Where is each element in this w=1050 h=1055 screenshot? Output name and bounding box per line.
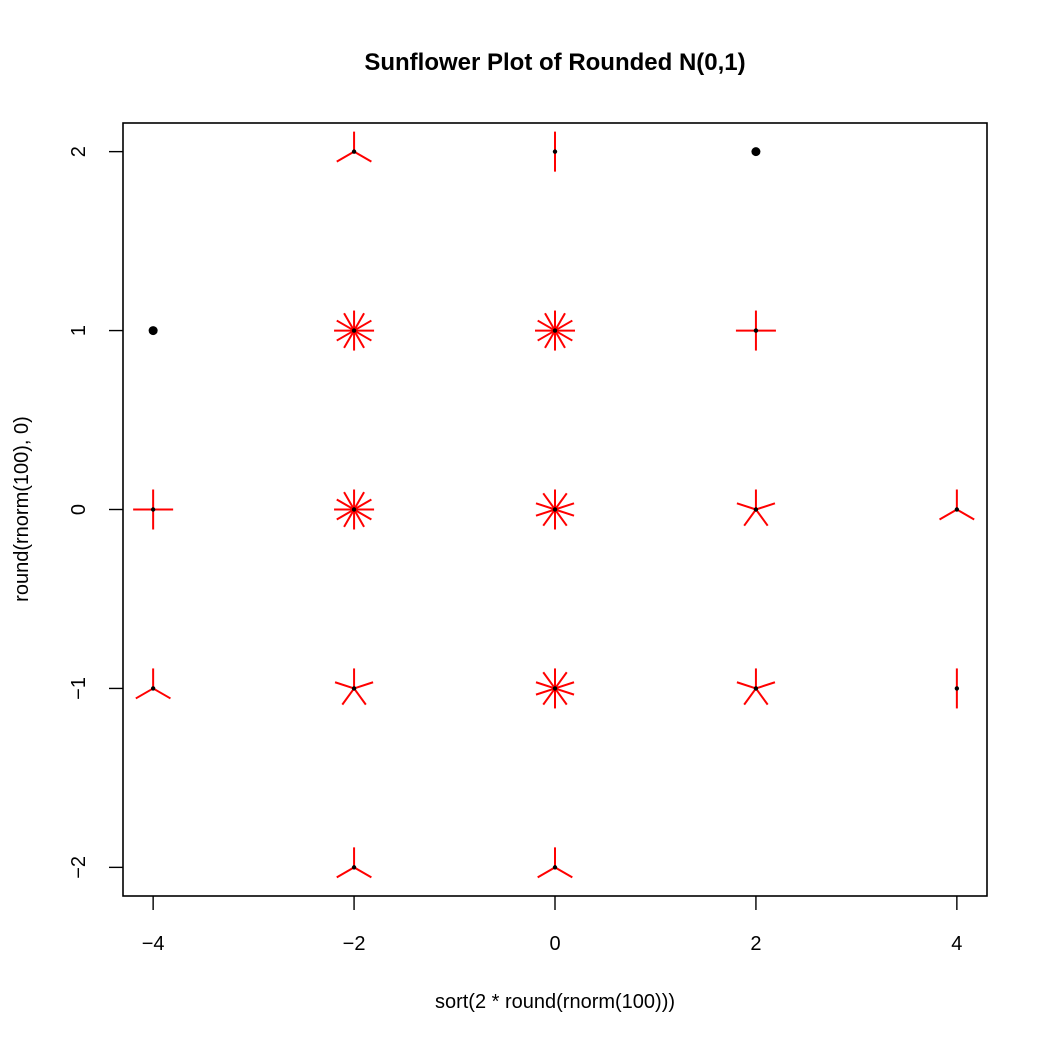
- sunflower-petal: [554, 492, 568, 511]
- sunflower-petal: [755, 687, 769, 706]
- sunflower-petal: [353, 508, 365, 528]
- sunflower-petal: [334, 681, 355, 690]
- sunflower-petal: [554, 330, 566, 349]
- sunflower-petal: [336, 866, 355, 879]
- data-point: [351, 686, 357, 691]
- data-point: [552, 328, 558, 333]
- data-point: [753, 328, 759, 333]
- sunflower-petal: [152, 687, 171, 700]
- plot-area: −4 −2 0 2 4 −2 −1 0 1 2: [68, 122, 988, 955]
- data-point: [753, 507, 759, 512]
- data-point: [148, 326, 158, 336]
- x-axis-label: sort(2 * round(rnorm(100))): [435, 991, 675, 1013]
- x-tick-label: 0: [549, 933, 560, 955]
- sunflower-petal: [336, 150, 355, 163]
- sunflower-petal: [135, 687, 154, 700]
- sunflower-petal: [353, 498, 372, 511]
- y-tick-label: 1: [68, 325, 90, 336]
- sunflower-petal: [736, 681, 757, 690]
- data-point: [351, 149, 357, 154]
- sunflower-petal: [353, 319, 372, 332]
- y-tick-label: 0: [68, 504, 90, 515]
- sunflower-petal: [554, 687, 575, 696]
- sunflower-petal: [554, 508, 568, 527]
- chart-title: Sunflower Plot of Rounded N(0,1): [364, 49, 745, 76]
- data-point: [351, 328, 357, 333]
- data-point: [150, 507, 156, 512]
- sunflower-petal: [336, 498, 355, 511]
- y-tick-label: −2: [68, 856, 90, 879]
- sunflower-petal: [554, 681, 575, 690]
- data-point: [351, 865, 357, 870]
- sunflower-petal: [343, 312, 355, 332]
- y-tick-label: −1: [68, 677, 90, 700]
- sunflower-petal: [353, 491, 365, 511]
- data-point: [552, 686, 558, 691]
- sunflower-petal: [554, 502, 575, 511]
- sunflower-petal: [743, 687, 757, 706]
- sunflower-petal: [554, 687, 568, 706]
- sunflower-petal: [353, 330, 365, 349]
- data-point: [954, 686, 960, 691]
- sunflower-petal: [542, 508, 556, 527]
- sunflower-petal: [537, 866, 556, 879]
- sunflower-petal: [353, 508, 372, 521]
- data-point: [751, 147, 761, 157]
- sunflower-petal: [353, 681, 374, 690]
- sunflower-petal: [542, 492, 556, 511]
- sunflower-petal: [554, 671, 568, 690]
- sunflower-petal: [353, 866, 372, 879]
- sunflower-petal: [542, 687, 556, 706]
- sunflower-petal: [535, 681, 556, 690]
- sunflower-petal: [343, 330, 355, 349]
- sunflower-petal: [353, 687, 367, 706]
- sunflower-petal: [353, 329, 372, 342]
- sunflower-petal: [535, 508, 556, 517]
- y-tick-label: 2: [68, 146, 90, 157]
- sunflower-petal: [353, 150, 372, 163]
- data-point: [954, 507, 960, 512]
- data-point: [150, 686, 156, 691]
- sunflower-petal: [755, 508, 769, 527]
- sunflower-petal: [939, 508, 958, 521]
- sunflower-petal: [535, 687, 556, 696]
- data-point: [552, 149, 558, 154]
- sunflower-petal: [353, 312, 365, 332]
- data-point: [753, 686, 759, 691]
- sunflower-petal: [336, 329, 355, 342]
- sunflower-petal: [554, 312, 566, 332]
- sunflower-petal: [336, 508, 355, 521]
- sunflower-petal: [554, 329, 573, 342]
- sunflower-petal: [343, 508, 355, 528]
- x-tick-label: −4: [142, 933, 165, 955]
- data-point: [552, 865, 558, 870]
- data-point: [552, 507, 558, 512]
- x-tick-label: −2: [343, 933, 366, 955]
- x-tick-label: 4: [951, 933, 962, 955]
- sunflower-petal: [542, 671, 556, 690]
- sunflower-petal: [336, 319, 355, 332]
- sunflower-petal: [956, 508, 975, 521]
- sunflower-petal: [544, 330, 556, 349]
- sunflower-petal: [537, 329, 556, 342]
- sunflower-petal: [554, 866, 573, 879]
- sunflower-petal: [736, 502, 757, 511]
- y-axis-label: round(rnorm(100), 0): [11, 416, 33, 602]
- sunflower-petal: [535, 502, 556, 511]
- sunflower-petal: [537, 319, 556, 332]
- sunflower-petal: [554, 319, 573, 332]
- x-tick-label: 2: [750, 933, 761, 955]
- sunflower-petal: [343, 491, 355, 511]
- data-point: [351, 507, 357, 512]
- sunflower-petal: [755, 681, 776, 690]
- sunflower-petal: [755, 502, 776, 511]
- sunflower-petal: [341, 687, 355, 706]
- sunflower-petal: [554, 508, 575, 517]
- sunflower-petal: [743, 508, 757, 527]
- sunflower-petal: [544, 312, 556, 332]
